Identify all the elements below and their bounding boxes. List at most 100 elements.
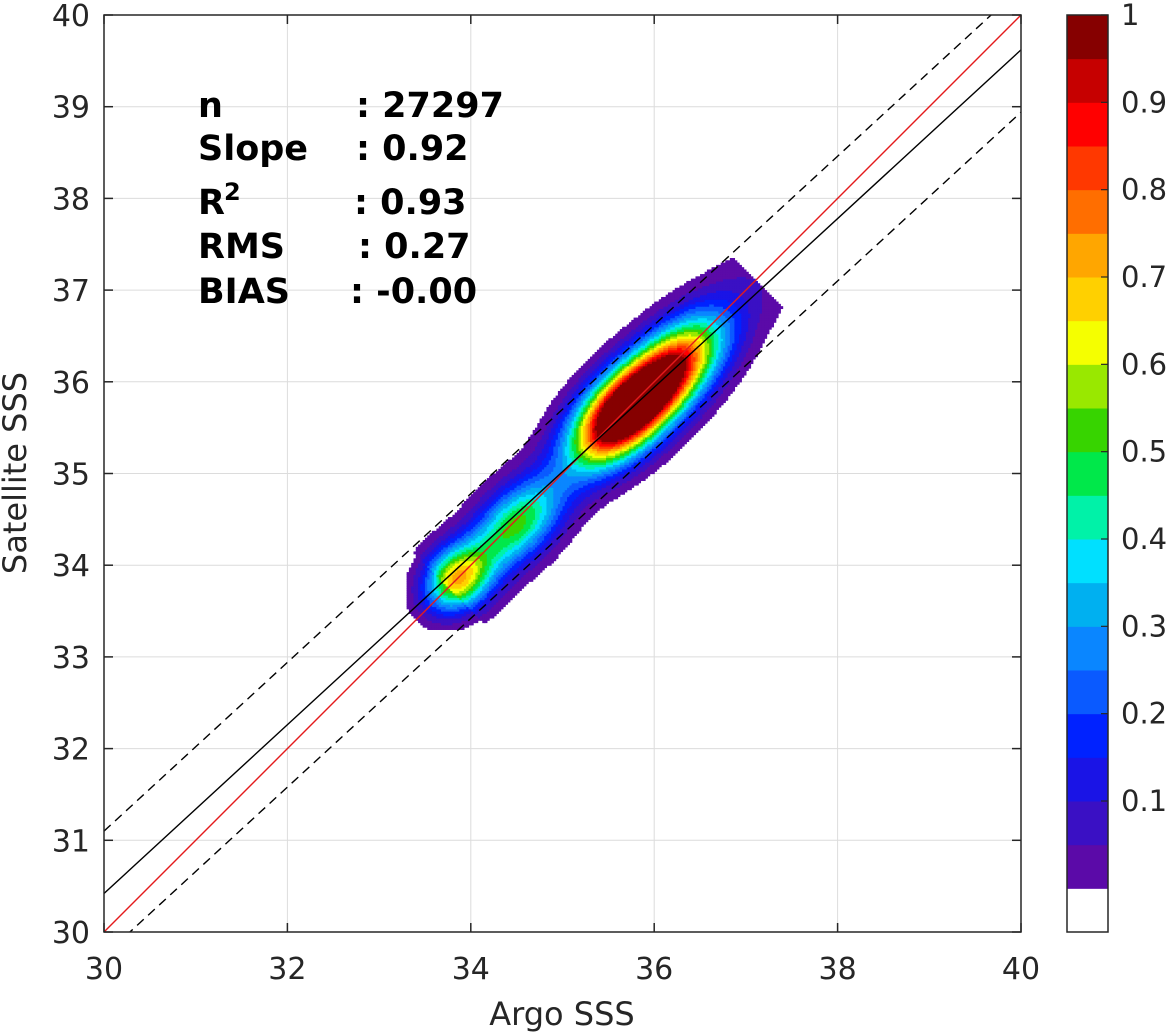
density-cell — [525, 539, 529, 543]
density-cell — [569, 413, 573, 417]
density-cell — [408, 592, 412, 596]
density-cell — [525, 498, 529, 502]
density-cell — [447, 551, 451, 555]
density-cell — [532, 542, 536, 546]
density-cell — [523, 512, 527, 516]
density-cell — [580, 393, 584, 397]
density-cell — [509, 549, 513, 553]
density-cell — [436, 533, 440, 536]
density-cell — [443, 526, 447, 530]
density-cell — [429, 565, 433, 569]
density-cell — [509, 530, 513, 534]
density-cell — [461, 533, 465, 536]
density-cell — [436, 624, 440, 628]
density-cell — [523, 443, 527, 447]
density-cell — [486, 480, 490, 484]
density-cell — [546, 480, 550, 484]
density-cell — [454, 556, 458, 559]
density-cell — [560, 464, 564, 468]
density-cell — [443, 542, 447, 546]
density-cell — [486, 567, 490, 571]
density-cell — [567, 480, 570, 484]
density-cell — [498, 608, 502, 612]
density-cell — [567, 510, 570, 514]
density-cell — [507, 578, 511, 582]
density-cell — [491, 592, 495, 596]
density-cell — [445, 521, 449, 525]
density-cell — [548, 546, 552, 550]
density-cell — [580, 402, 584, 406]
density-cell — [512, 517, 515, 520]
density-cell — [429, 546, 433, 550]
density-cell — [457, 537, 460, 541]
density-cell — [443, 622, 447, 626]
density-cell — [576, 487, 580, 491]
density-cell — [509, 507, 513, 511]
density-cell — [514, 533, 518, 536]
density-cell — [452, 556, 456, 559]
density-cell — [534, 429, 538, 433]
density-cell — [555, 413, 559, 417]
density-cell — [585, 452, 589, 456]
density-cell — [493, 562, 497, 566]
density-cell — [537, 521, 541, 525]
density-cell — [406, 592, 410, 596]
density-cell — [590, 423, 593, 426]
density-cell — [443, 551, 447, 555]
density-cell — [475, 537, 479, 541]
density-cell — [557, 425, 561, 429]
density-cell — [408, 604, 412, 608]
density-cell — [445, 560, 449, 564]
density-cell — [498, 595, 502, 598]
density-cell — [443, 604, 447, 608]
density-cell — [431, 595, 435, 598]
density-cell — [477, 514, 481, 518]
density-cell — [551, 507, 554, 511]
density-cell — [578, 494, 582, 498]
density-cell — [461, 523, 465, 527]
density-cell — [461, 578, 465, 582]
density-cell — [518, 517, 522, 520]
density-cell — [583, 384, 587, 387]
density-cell — [512, 562, 515, 566]
density-cell — [583, 416, 587, 420]
density-cell — [473, 549, 476, 553]
density-cell — [592, 448, 596, 452]
density-cell — [473, 583, 476, 587]
density-cell — [518, 507, 522, 511]
density-cell — [463, 535, 467, 539]
density-cell — [491, 585, 495, 589]
density-cell — [470, 604, 474, 608]
density-cell — [534, 443, 538, 447]
density-cell — [576, 521, 580, 525]
density-cell — [457, 597, 460, 601]
density-cell — [557, 452, 561, 456]
density-cell — [521, 544, 525, 548]
density-cell — [571, 533, 575, 536]
density-cell — [578, 420, 582, 424]
density-cell — [452, 521, 456, 525]
density-cell — [601, 416, 605, 420]
density-cell — [514, 590, 518, 594]
density-cell — [560, 521, 564, 525]
density-cell — [482, 606, 486, 610]
density-cell — [477, 533, 481, 536]
density-cell — [557, 507, 561, 511]
density-cell — [447, 615, 451, 619]
density-cell — [580, 521, 584, 525]
density-cell — [546, 533, 550, 536]
density-cell — [585, 423, 589, 426]
density-cell — [548, 462, 552, 465]
density-cell — [484, 608, 488, 612]
density-cell — [516, 528, 520, 532]
density-cell — [555, 439, 559, 443]
density-cell — [434, 615, 438, 619]
density-cell — [534, 455, 538, 459]
density-cell — [580, 413, 584, 417]
density-cell — [544, 521, 548, 525]
density-cell — [521, 466, 525, 470]
density-cell — [459, 514, 463, 518]
density-cell — [461, 549, 465, 553]
density-cell — [438, 613, 442, 617]
density-cell — [452, 537, 456, 541]
